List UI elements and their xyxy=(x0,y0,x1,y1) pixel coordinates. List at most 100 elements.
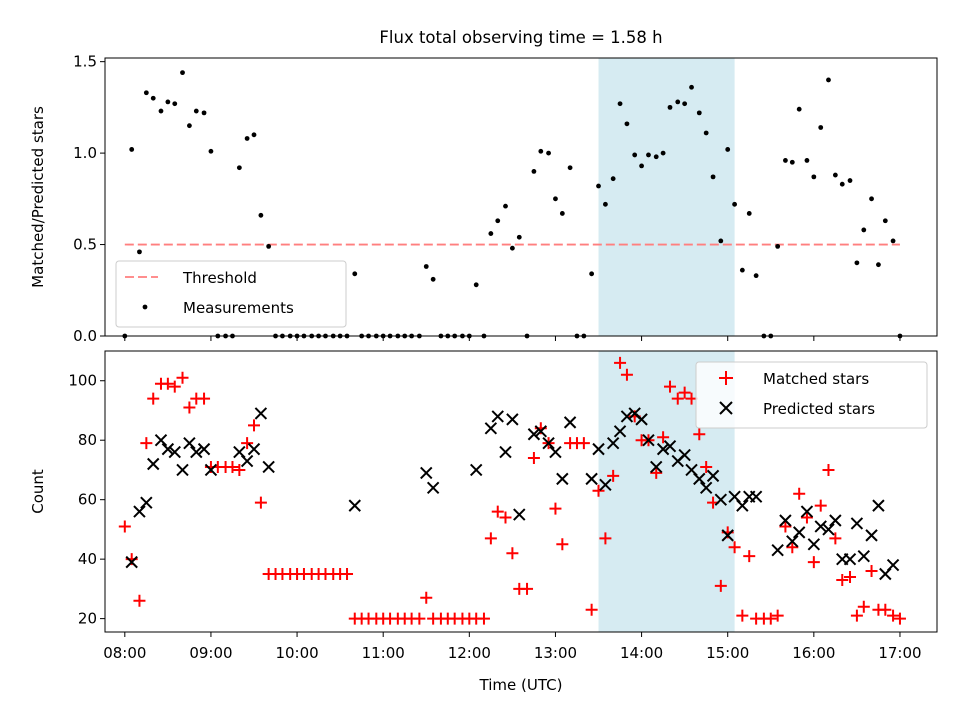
measurement-point xyxy=(725,147,731,152)
measurement-point xyxy=(251,132,257,138)
legend-predicted-swatch xyxy=(719,401,733,415)
predicted-star-point xyxy=(247,442,261,456)
matched-star-point xyxy=(664,380,677,393)
measurement-point xyxy=(473,282,479,288)
predicted-star-point xyxy=(843,552,857,566)
matched-star-point xyxy=(678,386,691,399)
matched-star-point xyxy=(599,532,612,545)
predicted-star-point xyxy=(599,478,612,492)
measurement-point xyxy=(546,150,551,156)
measurement-point xyxy=(789,159,795,165)
measurement-point xyxy=(667,104,673,110)
matched-star-point xyxy=(592,484,605,497)
measurement-point xyxy=(143,90,149,96)
measurement-point xyxy=(689,84,694,90)
predicted-star-point xyxy=(563,416,577,429)
matched-star-point xyxy=(506,547,519,560)
measurement-point xyxy=(703,130,709,136)
predicted-star-point xyxy=(693,472,706,486)
x-tick-label: 13:00 xyxy=(534,644,577,662)
x-tick-label: 12:00 xyxy=(448,644,491,662)
matched-star-point xyxy=(577,437,590,450)
predicted-star-point xyxy=(491,410,504,423)
predicted-star-point xyxy=(484,422,498,435)
predicted-star-point xyxy=(706,469,720,483)
measurement-point xyxy=(236,165,242,171)
y-tick-label: 1.5 xyxy=(73,53,97,71)
predicted-star-point xyxy=(168,445,181,459)
measurement-point xyxy=(488,231,494,236)
measurement-point xyxy=(193,108,199,114)
predicted-star-point xyxy=(542,436,555,450)
predicted-star-point xyxy=(650,460,663,474)
x-tick-label: 09:00 xyxy=(189,644,232,662)
bottom-legend: Matched stars Predicted stars xyxy=(695,361,928,429)
matched-star-point xyxy=(893,612,906,625)
y-tick-label: 80 xyxy=(78,431,97,449)
predicted-star-point xyxy=(606,436,620,450)
measurement-point xyxy=(653,154,659,160)
predicted-star-point xyxy=(800,505,814,518)
legend-matched-label: Matched stars xyxy=(763,370,869,388)
x-tick-label: 08:00 xyxy=(103,644,146,662)
measurement-point xyxy=(244,136,250,141)
matched-star-point xyxy=(183,401,196,414)
top-legend-box xyxy=(115,260,347,328)
measurement-point xyxy=(818,125,824,130)
matched-star-point xyxy=(800,511,813,524)
predicted-star-point xyxy=(527,428,541,441)
predicted-star-point xyxy=(656,442,670,456)
legend-predicted-label: Predicted stars xyxy=(763,400,875,418)
measurement-point xyxy=(165,99,171,105)
matched-star-point xyxy=(241,437,254,450)
matched-star-point xyxy=(556,538,569,551)
measurement-point xyxy=(430,276,436,282)
predicted-star-point xyxy=(857,549,870,563)
predicted-star-point xyxy=(663,439,677,453)
matched-star-point xyxy=(420,591,433,604)
y-tick-label: 40 xyxy=(78,550,97,568)
matched-star-point xyxy=(814,499,827,512)
legend-threshold-label: Threshold xyxy=(182,269,257,287)
measurement-point xyxy=(509,245,515,251)
measurement-point xyxy=(201,110,207,116)
predicted-star-point xyxy=(161,442,175,456)
matched-star-point xyxy=(140,437,153,450)
matched-star-point xyxy=(793,487,806,500)
predicted-star-point xyxy=(420,466,433,480)
top-legend: Threshold Measurements xyxy=(115,260,347,328)
matched-star-point xyxy=(233,463,246,476)
matched-star-point xyxy=(714,579,727,592)
measurement-point xyxy=(646,152,651,158)
matched-star-point xyxy=(341,568,354,581)
measurement-point xyxy=(531,168,537,174)
predicted-star-point xyxy=(807,538,821,551)
predicted-star-point xyxy=(613,425,627,438)
predicted-star-point xyxy=(140,496,153,509)
matched-star-point xyxy=(118,520,131,533)
measurement-point xyxy=(632,152,638,158)
predicted-star-point xyxy=(714,493,728,506)
measurement-point xyxy=(624,121,630,127)
measurement-point xyxy=(739,267,745,273)
matched-star-point xyxy=(499,511,512,524)
matched-star-point xyxy=(844,570,857,583)
matched-star-point xyxy=(620,368,633,381)
measurement-point xyxy=(660,150,666,156)
bottom-panel: 20 40 60 80 100 08:00 09:00 10:00 11:00 12:00 13:… xyxy=(29,350,938,694)
x-axis-label: Time (UTC) xyxy=(479,676,563,694)
predicted-star-point xyxy=(262,460,275,474)
predicted-star-point xyxy=(513,508,526,521)
predicted-star-point xyxy=(534,425,548,438)
measurement-point xyxy=(639,163,644,169)
predicted-star-point xyxy=(635,413,648,426)
measurement-point xyxy=(796,106,802,112)
measurement-point xyxy=(876,262,881,268)
measurement-point xyxy=(258,212,264,218)
predicted-star-point xyxy=(822,523,835,536)
matched-star-point xyxy=(161,377,174,390)
measurement-point xyxy=(538,148,544,154)
measurement-point xyxy=(129,147,135,152)
measurement-point xyxy=(352,271,358,277)
predicted-star-point xyxy=(786,535,799,548)
